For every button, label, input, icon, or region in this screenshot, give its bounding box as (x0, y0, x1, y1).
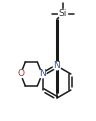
Text: O: O (17, 69, 24, 79)
Circle shape (17, 70, 24, 78)
Circle shape (58, 10, 67, 19)
Text: N: N (39, 69, 46, 79)
Text: N: N (54, 61, 60, 71)
Text: Si: Si (59, 10, 67, 19)
Circle shape (53, 62, 61, 70)
Circle shape (38, 70, 46, 78)
